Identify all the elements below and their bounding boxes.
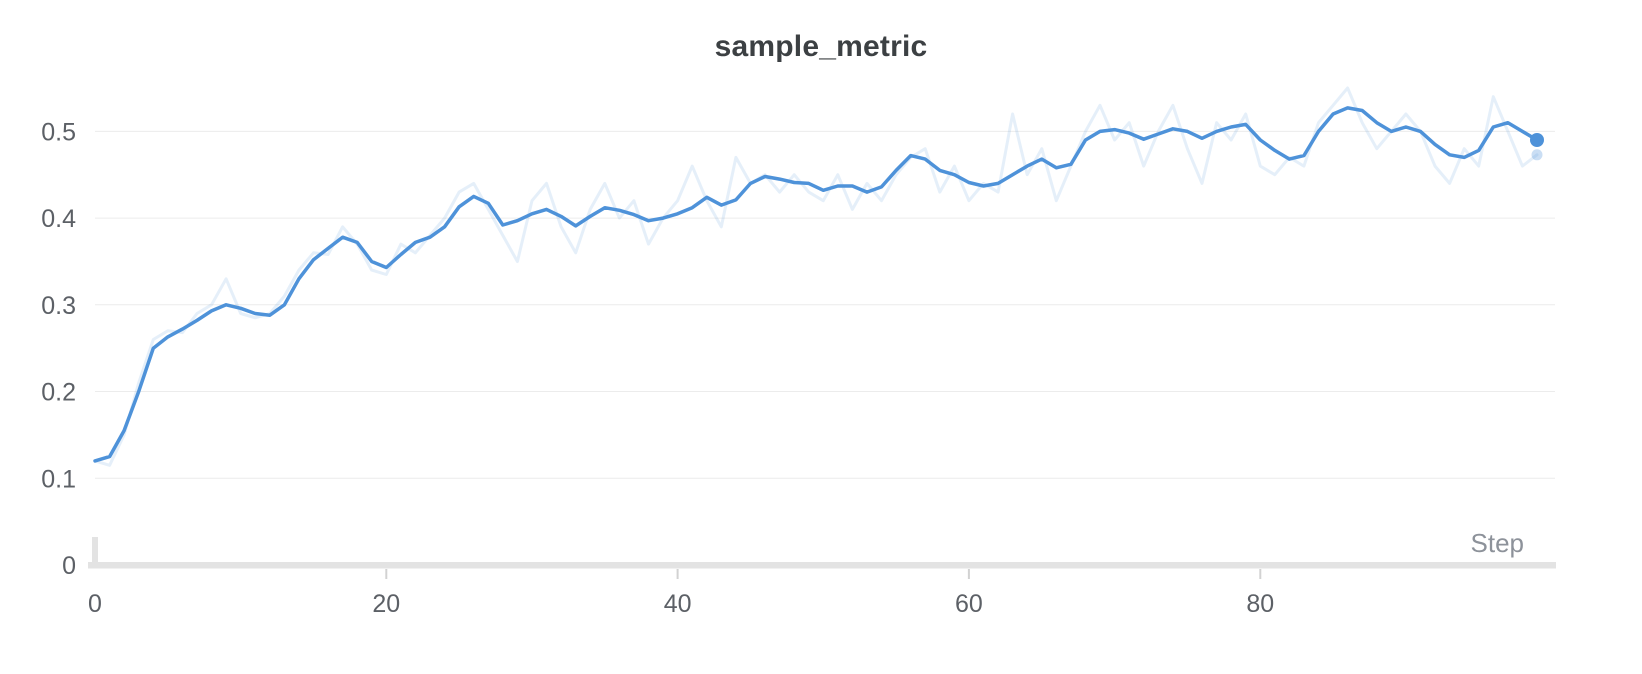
- y-tick-label: 0.1: [41, 465, 76, 493]
- x-tick-label: 0: [88, 590, 102, 618]
- x-tick-label: 20: [372, 590, 400, 618]
- x-tick-label: 60: [955, 590, 983, 618]
- smoothed-series-line: [93, 106, 1539, 463]
- x-axis-line: [88, 562, 1556, 569]
- y-tick-label: 0.4: [41, 205, 76, 233]
- y-tick-label: 0.3: [41, 292, 76, 320]
- x-tick-label: 80: [1246, 590, 1274, 618]
- y-axis-line: [92, 537, 98, 565]
- raw-end-marker: [1531, 149, 1543, 161]
- y-tick-label: 0: [62, 552, 76, 580]
- chart-title: sample_metric: [714, 30, 928, 63]
- raw-series-line: [93, 86, 1539, 467]
- x-tick-label: 40: [664, 590, 692, 618]
- x-axis-label: Step: [1470, 528, 1525, 558]
- smoothed-end-marker: [1530, 133, 1544, 147]
- y-tick-label: 0.5: [41, 118, 76, 146]
- y-tick-label: 0.2: [41, 379, 76, 407]
